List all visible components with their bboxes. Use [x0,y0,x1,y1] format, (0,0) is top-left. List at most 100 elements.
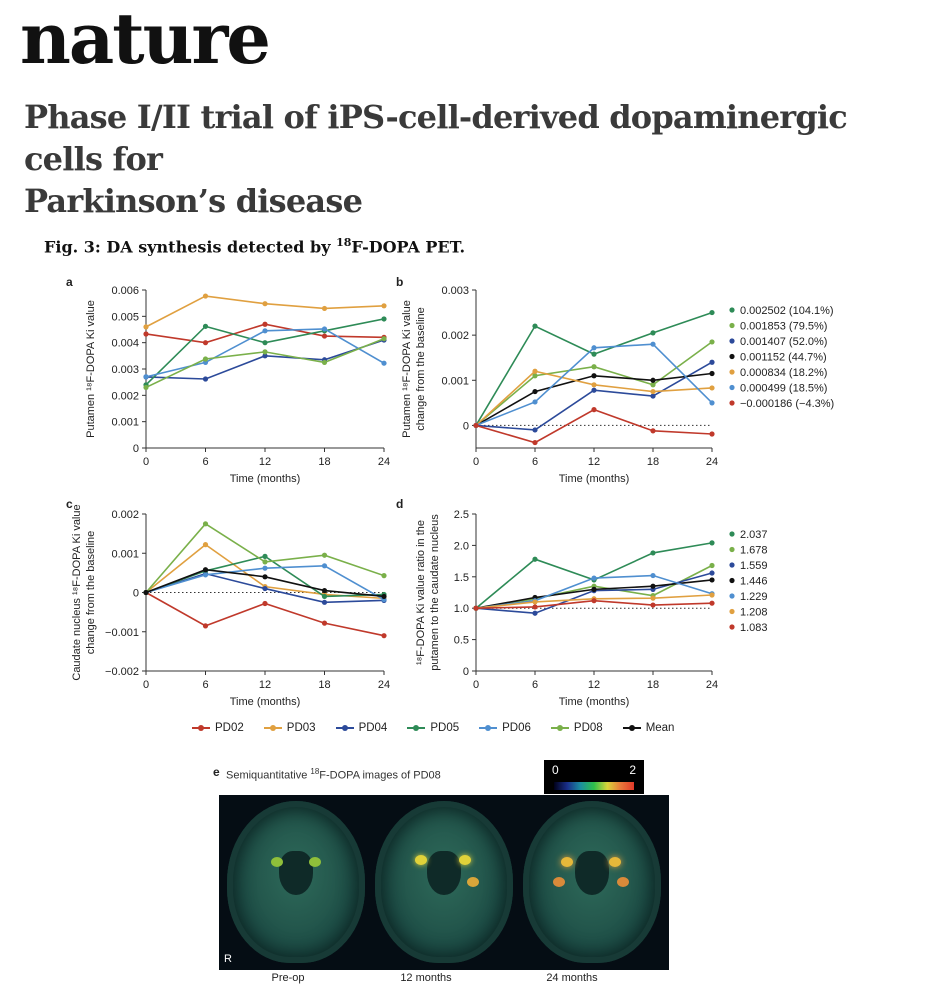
y-tick-label: 0.001 [111,417,139,429]
legend-item-pd04: PD04 [335,722,388,734]
data-point-pd08 [202,521,209,527]
x-tick-label: 12 [259,679,271,691]
colorbar-min: 0 [552,763,559,777]
figure-title: Fig. 3: DA synthesis detected by 18F-DOP… [44,236,465,256]
data-point-pd05 [262,340,268,346]
legend-swatch-dot [198,725,204,731]
end-label-pd06: 1.229 [740,591,768,603]
legend-swatch-dot [269,725,276,731]
data-point-pd08 [262,559,268,565]
y-axis-label-line-1: ¹⁸F-DOPA Ki value ratio in the [415,520,427,665]
data-point-mean [202,567,209,573]
data-point-pd02 [473,422,479,429]
data-point-pd03 [709,385,715,391]
legend-label: Mean [645,722,675,734]
data-point-pd02 [650,428,656,434]
end-label-marker-mean [729,353,735,360]
data-point-pd06 [532,399,538,405]
data-point-pd03 [202,542,209,548]
legend-label: PD08 [573,722,603,734]
end-label-marker-pd05 [729,307,735,313]
legend-swatch-dot [341,725,348,731]
x-tick-label: 24 [706,456,718,468]
y-tick-label: 2.5 [454,509,469,521]
data-point-pd02 [591,598,597,604]
data-point-pd06 [591,575,597,581]
x-tick-label: 12 [259,456,271,468]
data-point-pd03 [532,599,538,605]
data-point-pd08 [321,552,328,558]
x-axis-label: Time (months) [230,473,301,485]
pet-label-12-months: 12 months [400,972,452,984]
x-tick-label: 0 [473,456,479,468]
data-point-pd03 [262,301,268,307]
figure-title-post: F-DOPA PET. [351,237,466,257]
data-point-pd05 [709,540,715,546]
data-point-pd02 [143,331,149,337]
striatum-spot [553,877,565,887]
end-label-pd05: 2.037 [740,529,768,541]
data-point-pd05 [709,309,715,316]
legend-swatch-dot [628,725,635,731]
y-tick-label: 0.002 [441,330,469,342]
pet-label-24-months: 24 months [546,972,598,984]
data-point-pd05 [262,553,268,559]
data-point-pd06 [202,572,209,578]
data-point-pd04 [709,359,715,365]
legend-label: PD04 [358,722,388,734]
brain-ventricle [575,851,609,895]
x-tick-label: 24 [706,679,718,691]
end-label-marker-pd04 [729,338,735,344]
series-line-pd08 [145,337,385,389]
data-point-pd05 [532,556,538,562]
x-tick-label: 6 [532,679,538,691]
x-tick-label: 12 [588,679,600,691]
data-point-pd05 [202,323,209,329]
end-label-marker-pd02 [729,400,735,406]
panel-e-title-sup: 18 [310,767,320,776]
data-point-pd06 [591,345,597,351]
striatum-spot [561,857,573,867]
data-point-pd05 [321,593,328,600]
data-point-mean [591,373,597,379]
data-point-mean [591,586,597,592]
end-label-pd08: 0.001853 (79.5%) [740,321,827,333]
data-point-pd03 [321,305,328,312]
y-tick-label: 0 [463,666,469,678]
legend-swatch [550,723,569,733]
legend-swatch-dot [485,725,492,731]
series-line-pd02 [145,591,385,637]
data-point-pd03 [709,592,715,598]
series-line-pd02 [145,323,385,344]
panel-label-b: b [396,275,403,289]
figure-panels: a 0 0.001 0.002 0.003 0.004 0.005 0.006 0 6 12 18 24… [66,275,834,708]
data-point-pd08 [381,336,387,342]
legend-swatch [479,723,498,733]
data-point-pd03 [381,303,387,309]
series-line-mean [145,568,385,598]
legend-swatch-dot [556,725,563,731]
data-point-pd05 [591,351,597,357]
pet-image-strip [219,795,669,970]
legend-swatch [335,723,354,733]
data-point-mean [262,574,268,580]
legend-label: PD03 [286,722,316,734]
panel-e-title: Semiquantitative 18F-DOPA images of PD08 [226,767,441,782]
data-point-pd03 [143,324,149,330]
data-point-pd06 [709,400,715,406]
data-point-pd02 [262,321,268,327]
data-point-pd02 [381,633,387,639]
data-point-pd08 [709,562,715,569]
data-point-pd08 [650,382,656,388]
striatum-spot [459,855,471,865]
end-label-marker-pd06 [729,384,735,391]
end-label-pd03: 1.208 [740,607,768,619]
end-label-mean: 1.446 [740,576,768,588]
end-label-pd06: 0.000499 (18.5%) [740,383,827,395]
data-point-pd04 [262,353,268,359]
y-axis-label-line-1: Caudate nucleus ¹⁸F-DOPA Ki value [71,504,83,680]
orientation-letter: R [224,953,232,965]
end-label-marker-pd02 [729,624,735,630]
data-point-mean [321,587,328,594]
data-point-pd08 [143,384,149,391]
